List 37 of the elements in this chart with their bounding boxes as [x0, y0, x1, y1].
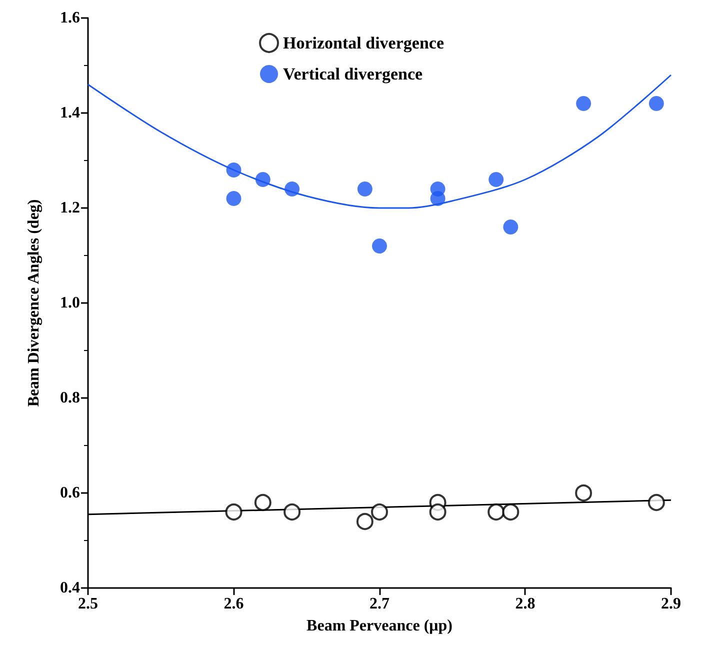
x-axis-title: Beam Perveance (μp) — [306, 618, 452, 634]
point — [226, 162, 242, 178]
y-tick-label: 1.0 — [60, 294, 80, 312]
point — [225, 504, 242, 520]
legend-label: Horizontal divergence — [283, 34, 444, 52]
x-tick-label: 2.6 — [224, 596, 244, 612]
x-tick-label: 2.7 — [370, 596, 390, 612]
point — [502, 504, 520, 520]
point — [371, 504, 388, 520]
y-tick-label: 1.6 — [60, 10, 80, 26]
point — [430, 191, 446, 206]
point — [372, 238, 387, 254]
point — [576, 96, 592, 111]
point — [503, 220, 518, 234]
point — [648, 494, 665, 511]
point — [226, 191, 242, 206]
x-tick-label: 2.8 — [515, 596, 536, 612]
point — [255, 172, 270, 187]
y-tick-label: 1.2 — [60, 200, 80, 216]
point — [648, 96, 664, 111]
point — [488, 504, 505, 520]
x-tick-label: 2.5 — [78, 596, 98, 612]
y-axis-title: Beam Divergence Angles (deg) — [26, 199, 42, 407]
y-tick-label: 1.4 — [60, 104, 80, 122]
point — [488, 172, 504, 187]
y-tick-label: 0.8 — [60, 390, 80, 406]
legend-label: Vertical divergence — [283, 64, 424, 84]
point — [429, 504, 446, 520]
point — [254, 494, 272, 511]
point — [356, 513, 374, 530]
y-tick-label: 0.6 — [60, 484, 80, 502]
point — [284, 504, 301, 520]
x-tick-label: 2.9 — [661, 596, 681, 612]
y-tick-label: 0.4 — [60, 580, 80, 596]
point — [284, 182, 300, 196]
point — [575, 484, 592, 502]
point — [357, 182, 372, 196]
